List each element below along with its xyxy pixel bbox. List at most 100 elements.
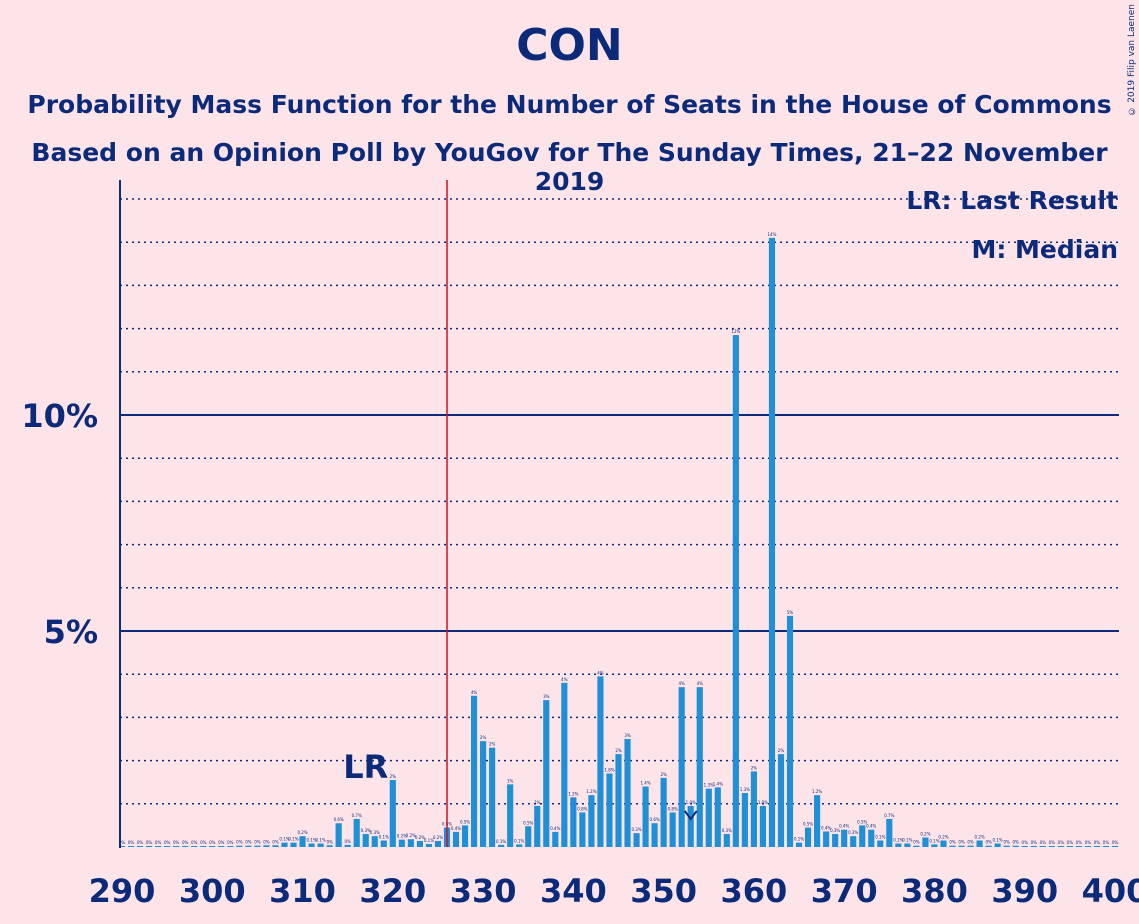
- bar-seat-373: [868, 829, 875, 847]
- bar-label-seat-374: 0.1%: [875, 835, 885, 840]
- chart-subtitle-source: Based on an Opinion Poll by YouGov for T…: [31, 138, 1108, 196]
- bar-seat-324: [425, 843, 432, 847]
- bar-label-seat-299: 0%: [200, 840, 207, 845]
- bar-seat-353: [687, 805, 694, 847]
- bar-label-seat-391: 0%: [1031, 840, 1038, 845]
- bar-label-seat-334: 0.1%: [514, 838, 524, 843]
- bar-label-seat-315: 0%: [345, 839, 352, 844]
- bar-seat-369: [832, 834, 839, 847]
- bar-label-seat-298: 0%: [191, 840, 198, 845]
- bar-seat-357: [723, 834, 730, 847]
- bar-label-seat-314: 0.6%: [334, 817, 344, 822]
- bar-label-seat-360: 2%: [751, 765, 758, 770]
- bar-seat-358: [732, 335, 739, 847]
- bar-label-seat-293: 0%: [146, 840, 153, 845]
- bar-label-seat-350: 2%: [660, 772, 667, 777]
- bar-label-seat-352: 4%: [679, 681, 686, 686]
- bar-seat-342: [588, 795, 595, 847]
- bar-label-seat-376: 0.1%: [893, 838, 903, 843]
- bar-label-seat-327: 0.4%: [451, 826, 461, 831]
- bar-label-seat-302: 0%: [227, 840, 234, 845]
- bar-label-seat-353: 1.0%: [686, 800, 696, 805]
- bar-label-seat-363: 2%: [778, 748, 785, 753]
- bar-seat-356: [714, 787, 721, 847]
- bar-label-seat-336: 1%: [534, 800, 541, 805]
- bar-seat-304: [245, 845, 252, 847]
- bar-label-seat-342: 1.2%: [586, 789, 596, 794]
- bar-label-seat-332: 0.1%: [496, 839, 506, 844]
- bar-seat-387: [994, 843, 1001, 847]
- bar-seat-394: [1057, 846, 1064, 847]
- bar-seat-335: [525, 826, 532, 847]
- bar-label-seat-379: 0.2%: [920, 831, 930, 836]
- bar-seat-375: [886, 818, 893, 847]
- bar-seat-359: [741, 793, 748, 847]
- bar-seat-336: [534, 805, 541, 847]
- bar-seat-339: [561, 682, 568, 847]
- bar-seat-310: [299, 836, 306, 847]
- bar-seat-363: [777, 754, 785, 847]
- annotations: LR: [343, 180, 698, 847]
- bar-seat-328: [461, 825, 469, 847]
- bar-seat-303: [236, 845, 243, 847]
- bar-label-seat-386: 0%: [985, 840, 992, 845]
- bar-seat-340: [570, 797, 577, 847]
- bar-seat-313: [326, 845, 333, 847]
- bar-label-seat-313: 0%: [326, 839, 333, 844]
- bar-seat-398: [1093, 846, 1101, 847]
- bar-seat-321: [398, 839, 405, 847]
- chart-subtitle: Probability Mass Function for the Number…: [27, 90, 1112, 119]
- bar-label-seat-378: 0%: [913, 840, 920, 845]
- bar-label-seat-380: 0.1%: [929, 838, 939, 843]
- x-tick-label-400: 400: [1082, 872, 1139, 910]
- bar-seat-347: [633, 833, 640, 847]
- bar-seat-311: [308, 843, 315, 847]
- bar-label-seat-317: 0.3%: [361, 828, 371, 833]
- bar-seat-337: [543, 700, 550, 847]
- bar-seat-332: [498, 844, 505, 847]
- bar-label-seat-371: 0.3%: [848, 830, 858, 835]
- bar-label-seat-395: 0%: [1067, 840, 1074, 845]
- bar-seat-322: [407, 839, 414, 847]
- bar-seat-377: [904, 843, 911, 847]
- bar-label-seat-351: 0.8%: [668, 806, 678, 811]
- bar-seat-379: [922, 837, 929, 847]
- x-tick-label-390: 390: [991, 872, 1058, 910]
- bar-seat-378: [913, 845, 920, 847]
- bar-label-seat-331: 2%: [489, 742, 496, 747]
- bar-label-seat-300: 0%: [209, 840, 216, 845]
- bar-seat-384: [967, 845, 974, 847]
- bar-seat-380: [931, 844, 938, 847]
- bar-label-seat-361: 1.0%: [758, 800, 768, 805]
- bar-seat-350: [660, 777, 667, 847]
- bar-label-seat-347: 0.3%: [631, 827, 641, 832]
- grid-lines: [120, 198, 1119, 805]
- bar-label-seat-333: 1%: [507, 778, 514, 783]
- bar-seat-325: [434, 840, 442, 847]
- bar-seat-374: [877, 840, 884, 847]
- bar-seat-316: [353, 818, 360, 847]
- x-tick-label-300: 300: [179, 872, 246, 910]
- bar-seat-368: [823, 831, 830, 847]
- bar-label-seat-362: 14%: [768, 232, 777, 237]
- bar-label-seat-385: 0.2%: [975, 835, 985, 840]
- bar-seat-297: [182, 846, 189, 847]
- bar-label-seat-390: 0%: [1022, 840, 1029, 845]
- bar-seat-301: [218, 846, 225, 847]
- bar-seat-364: [786, 615, 794, 847]
- bar-seat-348: [642, 786, 649, 847]
- y-tick-label-10: 10%: [21, 397, 98, 435]
- bar-seat-396: [1075, 846, 1082, 847]
- bar-seat-330: [480, 741, 487, 847]
- bar-label-seat-312: 0.1%: [316, 838, 326, 843]
- bar-seat-390: [1021, 846, 1028, 847]
- bar-label-seat-345: 2%: [615, 748, 622, 753]
- bar-seat-370: [841, 829, 848, 847]
- bar-label-seat-397: 0%: [1085, 840, 1092, 845]
- bar-seat-389: [1012, 845, 1019, 847]
- bar-seat-395: [1066, 846, 1073, 847]
- bar-label-seat-400: 0%: [1112, 840, 1119, 845]
- bar-label-seat-295: 0%: [164, 840, 171, 845]
- bar-seat-365: [795, 842, 803, 847]
- bar-label-seat-325: 0.2%: [433, 835, 443, 840]
